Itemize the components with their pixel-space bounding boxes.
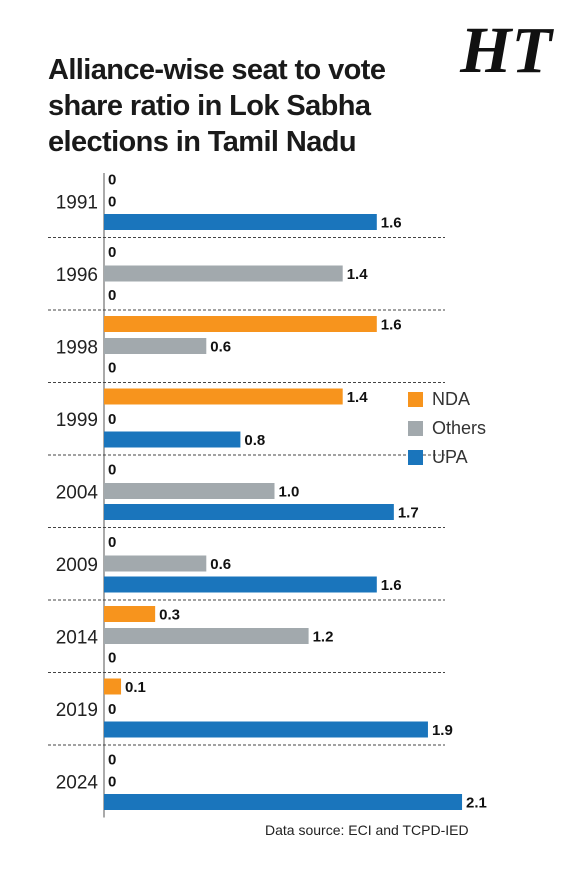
bar-nda (104, 606, 156, 622)
value-label: 0 (108, 194, 116, 211)
legend-swatch (408, 421, 423, 436)
value-label: 0 (108, 360, 116, 377)
bar-upa (104, 431, 241, 448)
logo-text: HT (459, 14, 554, 84)
value-label: 0 (108, 172, 116, 189)
value-label: 1.4 (347, 266, 369, 283)
data-source: Data source: ECI and TCPD-IED (265, 822, 469, 838)
year-tick-label: 1991 (56, 192, 98, 213)
legend-swatch (408, 450, 423, 465)
value-label: 0 (108, 774, 116, 791)
value-label: 1.6 (381, 215, 402, 232)
legend-label: Others (432, 418, 487, 438)
value-label: 0 (108, 244, 116, 261)
bar-others (104, 628, 309, 644)
year-tick-label: 2019 (56, 700, 98, 721)
legend: NDA Others UPA (408, 385, 486, 472)
bar-nda (104, 388, 343, 405)
year-tick-label: 1996 (56, 265, 98, 286)
year-tick-label: 1998 (56, 337, 98, 358)
value-label: 0 (108, 701, 116, 718)
legend-item-others: Others (408, 414, 486, 443)
year-tick-label: 2004 (56, 482, 99, 503)
value-label: 1.6 (381, 317, 402, 334)
bar-upa (104, 576, 377, 593)
year-tick-label: 1999 (56, 410, 98, 431)
value-label: 0.3 (159, 607, 180, 624)
bar-nda (104, 316, 377, 332)
value-label: 1.9 (432, 722, 453, 739)
value-label: 0 (108, 752, 116, 769)
bar-upa (104, 794, 463, 810)
value-label: 0.1 (125, 679, 146, 696)
bar-others (104, 483, 275, 499)
year-tick-label: 2009 (56, 555, 98, 576)
value-label: 0 (108, 462, 116, 479)
year-tick-label: 2014 (56, 627, 99, 648)
year-tick-label: 2024 (56, 772, 99, 793)
bar-others (104, 338, 207, 354)
legend-label: UPA (432, 447, 468, 467)
value-label: 1.7 (398, 505, 419, 522)
bar-nda (104, 678, 122, 695)
bar-upa (104, 721, 428, 738)
bar-others (104, 555, 207, 572)
legend-item-upa: UPA (408, 443, 486, 472)
value-label: 1.0 (279, 484, 300, 501)
legend-item-nda: NDA (408, 385, 486, 414)
value-label: 1.2 (313, 629, 334, 646)
value-label: 0 (108, 287, 116, 304)
legend-label: NDA (432, 389, 471, 409)
value-label: 0.8 (244, 432, 265, 449)
value-label: 0 (108, 411, 116, 428)
value-label: 0.6 (210, 556, 231, 573)
value-label: 0 (108, 650, 116, 667)
value-label: 0.6 (210, 339, 231, 356)
chart-title: Alliance-wise seat to vote share ratio i… (48, 54, 386, 158)
bar-others (104, 265, 343, 282)
bar-upa (104, 214, 377, 230)
value-label: 2.1 (466, 795, 487, 812)
value-label: 0 (108, 534, 116, 551)
bar-upa (104, 504, 394, 520)
legend-swatch (408, 392, 423, 407)
ht-logo: HT (459, 14, 554, 84)
value-label: 1.4 (347, 389, 369, 406)
value-label: 1.6 (381, 577, 402, 594)
